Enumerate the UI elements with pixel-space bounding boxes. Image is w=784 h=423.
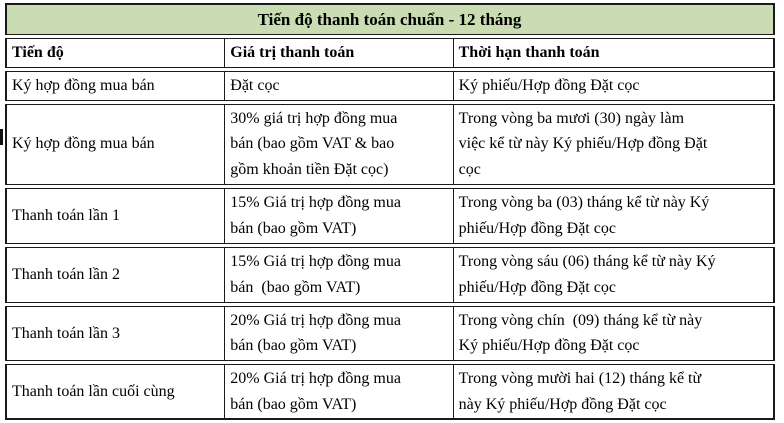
deadline-cell: Trong vòng ba mươi (30) ngày làm việc kể… xyxy=(453,103,775,185)
column-header-deadline: Thời hạn thanh toán xyxy=(453,38,775,68)
stage-cell: Thanh toán lần 1 xyxy=(5,187,226,244)
table-row: Thanh toán lần 2 15% Giá trị hợp đồng mu… xyxy=(5,246,775,303)
value-cell: 20% Giá trị hợp đồng mua bán (bao gồm VA… xyxy=(225,305,454,361)
deadline-cell: Trong vòng chín (09) tháng kể từ này Ký … xyxy=(453,305,775,361)
stage-cell: Thanh toán lần 2 xyxy=(5,246,226,303)
table-title: Tiến độ thanh toán chuẩn - 12 tháng xyxy=(5,3,775,36)
table-title-row: Tiến độ thanh toán chuẩn - 12 tháng xyxy=(5,3,775,36)
deadline-cell: Trong vòng sáu (06) tháng kể từ này Ký p… xyxy=(453,246,775,303)
value-cell: 15% Giá trị hợp đồng mua bán (bao gồm VA… xyxy=(225,187,454,244)
stage-cell: Thanh toán lần cuối cùng xyxy=(5,363,226,421)
stage-cell: Ký hợp đồng mua bán xyxy=(5,103,226,185)
table-row: Thanh toán lần cuối cùng 20% Giá trị hợp… xyxy=(5,363,775,421)
table-header-row: Tiến độ Giá trị thanh toán Thời hạn than… xyxy=(5,38,775,68)
column-header-stage: Tiến độ xyxy=(5,38,226,68)
stage-cell: Thanh toán lần 3 xyxy=(5,305,226,361)
table-row: Ký hợp đồng mua bán Đặt cọc Ký phiếu/Hợp… xyxy=(5,70,775,101)
value-cell: Đặt cọc xyxy=(225,70,454,101)
payment-schedule-table: Tiến độ thanh toán chuẩn - 12 tháng Tiến… xyxy=(5,0,775,423)
table-row: Thanh toán lần 3 20% Giá trị hợp đồng mu… xyxy=(5,305,775,361)
scan-artifact-mark xyxy=(0,129,3,145)
table-row: Ký hợp đồng mua bán 30% giá trị hợp đồng… xyxy=(5,103,775,185)
value-cell: 15% Giá trị hợp đồng mua bán (bao gồm VA… xyxy=(225,246,454,303)
column-header-value: Giá trị thanh toán xyxy=(225,38,454,68)
value-cell: 30% giá trị hợp đồng mua bán (bao gồm VA… xyxy=(225,103,454,185)
deadline-cell: Trong vòng ba (03) tháng kể từ này Ký ph… xyxy=(453,187,775,244)
table-row: Thanh toán lần 1 15% Giá trị hợp đồng mu… xyxy=(5,187,775,244)
deadline-cell: Trong vòng mười hai (12) tháng kể từ này… xyxy=(453,363,775,421)
value-cell: 20% Giá trị hợp đồng mua bán (bao gồm VA… xyxy=(225,363,454,421)
stage-cell: Ký hợp đồng mua bán xyxy=(5,70,226,101)
deadline-cell: Ký phiếu/Hợp đồng Đặt cọc xyxy=(453,70,775,101)
